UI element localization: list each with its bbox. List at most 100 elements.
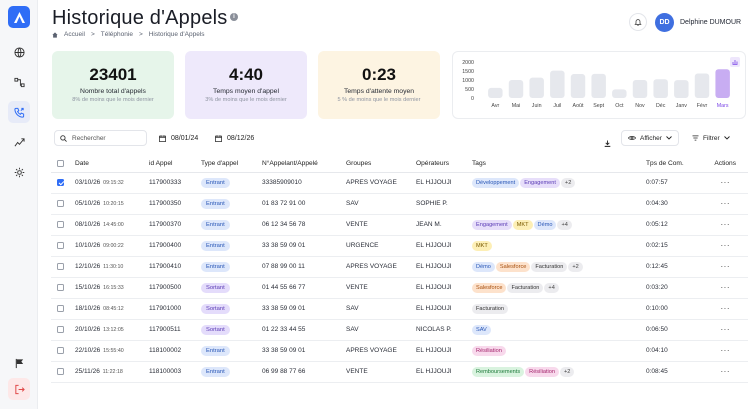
more-actions-icon[interactable]: ··· xyxy=(720,241,730,250)
bar-Avr[interactable] xyxy=(488,87,503,98)
col-header-id[interactable]: id Appel xyxy=(149,156,201,173)
row-checkbox[interactable] xyxy=(51,277,75,299)
logout-icon[interactable] xyxy=(8,378,30,400)
tag-badge[interactable]: Engagement xyxy=(520,177,560,188)
more-actions-icon[interactable]: ··· xyxy=(720,220,730,229)
phone-icon[interactable] xyxy=(8,101,30,123)
more-actions-icon[interactable]: ··· xyxy=(720,367,730,376)
bar-Févr[interactable] xyxy=(694,73,710,98)
tag-badge[interactable]: Remboursements xyxy=(472,366,525,377)
bar-Juil[interactable] xyxy=(550,70,565,98)
tag-badge[interactable]: +4 xyxy=(544,282,559,293)
more-actions-icon[interactable]: ··· xyxy=(720,304,730,313)
notifications-bell-icon[interactable] xyxy=(629,13,647,31)
info-icon[interactable]: i xyxy=(230,13,238,21)
tag-badge[interactable]: Démo xyxy=(472,261,495,272)
tag-badge[interactable]: Facturation xyxy=(472,303,508,314)
table-row[interactable]: 25/11/26 11:22:18 118100003 Entrant 06 99 8… xyxy=(51,361,748,383)
more-actions-icon[interactable]: ··· xyxy=(720,346,730,355)
table-row[interactable]: 10/10/26 09:00:22 117900400 Entrant 33 38 5… xyxy=(51,235,748,257)
col-header-operators[interactable]: Opérateurs xyxy=(416,156,472,173)
download-icon[interactable] xyxy=(604,134,611,152)
avatar[interactable]: DD xyxy=(655,13,674,32)
breadcrumb-home[interactable]: Accueil xyxy=(64,31,85,38)
cell-date: 12/10/26 11:30:10 xyxy=(75,256,149,278)
table-row[interactable]: 03/10/26 09:15:32 117900333 Entrant 3338590… xyxy=(51,172,748,194)
filter-button[interactable]: Filtrer xyxy=(686,130,736,146)
row-checkbox[interactable] xyxy=(51,319,75,341)
tag-badge[interactable]: Résiliation xyxy=(472,345,506,356)
row-checkbox[interactable] xyxy=(51,214,75,236)
more-actions-icon[interactable]: ··· xyxy=(720,283,730,292)
table-row[interactable]: 15/10/26 16:15:33 117900500 Sortant 01 44 5… xyxy=(51,277,748,299)
date-from-field[interactable]: 08/01/24 xyxy=(159,131,198,146)
tag-badge[interactable]: +2 xyxy=(568,261,583,272)
settings-gear-icon[interactable] xyxy=(8,161,30,183)
bar-Mai[interactable] xyxy=(508,80,524,98)
flag-icon[interactable] xyxy=(8,352,30,374)
bar-Déc[interactable] xyxy=(653,79,668,98)
row-checkbox[interactable] xyxy=(51,361,75,383)
user-name[interactable]: Delphine DUMOUR xyxy=(680,19,742,26)
bar-Nov[interactable] xyxy=(632,80,648,98)
table-row[interactable]: 18/10/26 08:45:12 117901000 Sortant 33 38 5… xyxy=(51,298,748,320)
table-row[interactable]: 08/10/26 14:45:00 117900370 Entrant 06 12 3… xyxy=(51,214,748,236)
tag-badge[interactable]: +2 xyxy=(559,366,575,377)
app-logo-icon[interactable] xyxy=(8,6,30,28)
table-row[interactable]: 05/10/26 10:20:15 117900350 Entrant 01 83 7… xyxy=(51,193,748,215)
bar-Août[interactable] xyxy=(570,74,586,98)
bar-Janv[interactable] xyxy=(674,80,689,98)
date-to-field[interactable]: 08/12/26 xyxy=(215,131,254,146)
select-all-checkbox[interactable] xyxy=(51,156,75,173)
more-actions-icon[interactable]: ··· xyxy=(720,199,730,208)
tag-badge[interactable]: Facturation xyxy=(531,261,568,272)
col-header-groups[interactable]: Groupes xyxy=(346,156,416,173)
chart-toggle-icon[interactable] xyxy=(730,57,740,67)
bar-Juin[interactable] xyxy=(529,77,544,98)
row-checkbox[interactable] xyxy=(51,340,75,362)
tag-badge[interactable]: Engagement xyxy=(472,219,512,230)
col-header-duration[interactable]: Tps de Com. xyxy=(646,156,705,173)
col-header-number[interactable]: N°Appelant/Appelé xyxy=(262,156,346,173)
col-header-date[interactable]: Date xyxy=(75,156,149,173)
breadcrumb-telephonie[interactable]: Téléphonie xyxy=(100,31,133,38)
tag-badge[interactable]: Développement xyxy=(472,177,520,188)
row-checkbox[interactable] xyxy=(51,193,75,215)
tag-badge[interactable]: +4 xyxy=(557,219,572,230)
analytics-icon[interactable] xyxy=(8,131,30,153)
tag-badge[interactable]: Salesforce xyxy=(472,282,507,293)
col-header-tags[interactable]: Tags xyxy=(472,156,646,173)
cell-date: 05/10/26 10:20:15 xyxy=(75,193,149,215)
time-text: 09:00:22 xyxy=(103,243,124,249)
tag-badge[interactable]: SAV xyxy=(472,324,491,335)
tag-badge[interactable]: Salesforce xyxy=(495,261,531,272)
show-columns-button[interactable]: Afficher xyxy=(621,130,679,146)
search-icon xyxy=(60,134,67,142)
row-checkbox[interactable] xyxy=(51,172,75,194)
more-actions-icon[interactable]: ··· xyxy=(720,325,730,334)
row-checkbox[interactable] xyxy=(51,298,75,320)
row-checkbox[interactable] xyxy=(51,235,75,257)
table-row[interactable]: 12/10/26 11:30:10 117900410 Entrant 07 88 9… xyxy=(51,256,748,278)
search-input[interactable]: Rechercher xyxy=(54,130,147,146)
more-actions-icon[interactable]: ··· xyxy=(720,178,730,187)
bar-Mars[interactable] xyxy=(715,69,730,98)
bar-Sept[interactable] xyxy=(591,73,606,98)
tag-badge[interactable]: Résiliation xyxy=(525,366,559,377)
cell-tags: Facturation xyxy=(472,298,646,320)
row-checkbox[interactable] xyxy=(51,256,75,278)
tag-badge[interactable]: MKT xyxy=(472,240,492,251)
tag-badge[interactable]: MKT xyxy=(512,219,533,230)
workflow-icon[interactable] xyxy=(8,71,30,93)
globe-icon[interactable] xyxy=(8,41,30,63)
x-tick-label: Avr xyxy=(491,103,499,109)
table-row[interactable]: 22/10/26 15:55:40 118100002 Entrant 33 38 5… xyxy=(51,340,748,362)
bar-Oct[interactable] xyxy=(612,89,627,98)
cell-number: 01 44 55 66 77 xyxy=(262,277,346,299)
more-actions-icon[interactable]: ··· xyxy=(720,262,730,271)
table-row[interactable]: 20/10/26 13:12:05 117900511 Sortant 01 22 3… xyxy=(51,319,748,341)
tag-badge[interactable]: Démo xyxy=(533,219,557,230)
col-header-type[interactable]: Type d'appel xyxy=(201,156,262,173)
tag-badge[interactable]: +2 xyxy=(560,177,576,188)
tag-badge[interactable]: Facturation xyxy=(507,282,544,293)
